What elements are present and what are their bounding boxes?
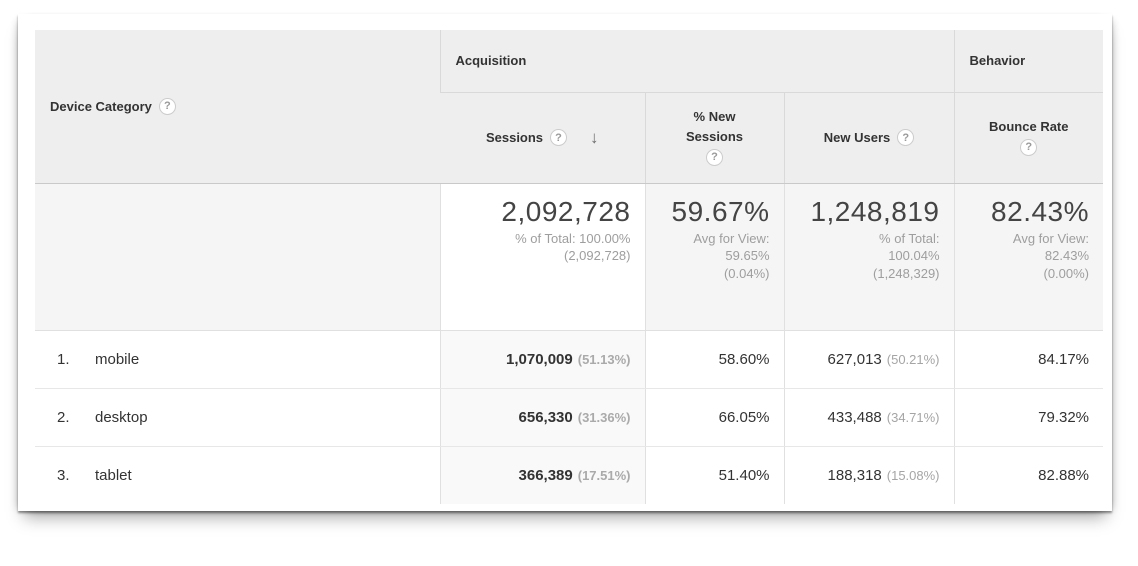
- group-header-behavior: Behavior: [953, 30, 1104, 93]
- pct-new-sessions-total-value: 59.67%: [671, 195, 770, 227]
- device-category-value: desktop: [95, 408, 148, 426]
- column-header-new-users[interactable]: New Users ?: [783, 92, 955, 184]
- new-users-total-value: 1,248,819: [810, 195, 940, 227]
- help-icon[interactable]: ?: [158, 97, 176, 115]
- pct-new-sessions-cell: 66.05%: [644, 388, 784, 447]
- summary-sessions-cell: 2,092,728 % of Total: 100.00% (2,092,728…: [439, 183, 645, 331]
- bounce-rate-cell: 84.17%: [953, 330, 1104, 389]
- bounce-rate-header-label: Bounce Rate: [989, 118, 1069, 134]
- row-index: 1.: [57, 350, 70, 368]
- device-category-header-label: Device Category: [50, 98, 152, 114]
- sessions-cell: 656,330 (31.36%): [439, 388, 645, 447]
- row-index: 2.: [57, 408, 70, 426]
- table-row-desktop: 2. desktop 656,330 (31.36%) 66.05% 433,488…: [35, 388, 1104, 447]
- metric-header-row: Sessions ? ↓ % New Sessions ? New Users: [35, 92, 1104, 184]
- new-users-cell: 627,013 (50.21%): [783, 330, 955, 389]
- column-header-sessions[interactable]: Sessions ? ↓: [440, 92, 645, 184]
- group-header-row: Device Category ? Acquisition Behavior: [35, 30, 1104, 184]
- new-users-cell: 433,488 (34.71%): [783, 388, 955, 447]
- bounce-rate-total-note: Avg for View: 82.43% (0.00%): [1012, 230, 1090, 281]
- summary-pct-new-sessions-cell: 59.67% Avg for View: 59.65% (0.04%): [644, 183, 784, 331]
- row-index: 3.: [57, 466, 70, 484]
- new-users-total-note: % of Total: 100.04% (1,248,329): [873, 230, 940, 281]
- table-row-tablet: 3. tablet 366,389 (17.51%) 51.40% 188,318(…: [35, 446, 1104, 504]
- help-icon[interactable]: ?: [706, 149, 723, 167]
- new-users-cell: 188,318 (15.08%): [783, 446, 955, 504]
- device-category-table: Device Category ? Acquisition Behavior S…: [35, 30, 1104, 504]
- bounce-rate-cell: 79.32%: [953, 388, 1104, 447]
- sessions-total-value: 2,092,728: [501, 195, 631, 227]
- row-label-cell: 3. tablet: [35, 446, 440, 504]
- pct-new-sessions-total-note: Avg for View: 59.65% (0.04%): [693, 230, 770, 281]
- summary-bounce-rate-cell: 82.43% Avg for View: 82.43% (0.00%): [953, 183, 1104, 331]
- analytics-report-card: Device Category ? Acquisition Behavior S…: [18, 14, 1112, 511]
- sort-descending-icon[interactable]: ↓: [590, 127, 599, 147]
- bounce-rate-total-value: 82.43%: [991, 195, 1090, 227]
- sessions-cell: 1,070,009 (51.13%): [439, 330, 645, 389]
- sessions-cell: 366,389 (17.51%): [439, 446, 645, 504]
- help-icon[interactable]: ?: [1020, 139, 1038, 157]
- pct-new-sessions-header-label-line1: % New: [693, 108, 736, 124]
- device-category-value: mobile: [95, 350, 140, 368]
- bounce-rate-cell: 82.88%: [953, 446, 1104, 504]
- sessions-header-label: Sessions: [485, 130, 544, 145]
- pct-new-sessions-cell: 58.60%: [644, 330, 784, 389]
- pct-new-sessions-cell: 51.40%: [644, 446, 784, 504]
- column-header-pct-new-sessions[interactable]: % New Sessions ?: [644, 92, 784, 184]
- summary-new-users-cell: 1,248,819 % of Total: 100.04% (1,248,329…: [783, 183, 955, 331]
- new-users-header-label: New Users: [823, 130, 891, 145]
- help-icon[interactable]: ?: [550, 129, 568, 146]
- help-icon[interactable]: ?: [897, 129, 915, 146]
- row-label-cell: 2. desktop: [35, 388, 440, 447]
- column-header-bounce-rate[interactable]: Bounce Rate ?: [953, 92, 1104, 184]
- column-header-device-category: Device Category ?: [35, 30, 440, 184]
- row-label-cell: 1. mobile: [35, 330, 440, 389]
- device-category-value: tablet: [95, 466, 132, 484]
- sessions-total-note: % of Total: 100.00% (2,092,728): [515, 230, 631, 264]
- table-row-mobile: 1. mobile 1,070,009 (51.13%) 58.60% 627,01…: [35, 330, 1104, 389]
- group-header-acquisition: Acquisition: [439, 30, 955, 93]
- summary-dimension-cell: [35, 183, 440, 331]
- pct-new-sessions-header-label-line2: Sessions: [685, 129, 744, 144]
- summary-row: 2,092,728 % of Total: 100.00% (2,092,728…: [35, 183, 1104, 331]
